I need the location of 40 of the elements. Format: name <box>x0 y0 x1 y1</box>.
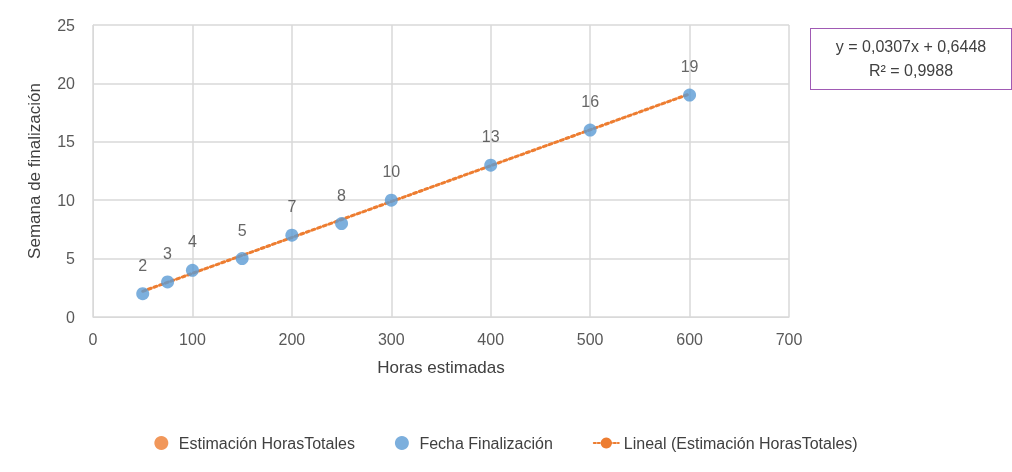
data-label: 3 <box>163 244 173 262</box>
data-label: 8 <box>337 186 347 204</box>
y-tick-label: 20 <box>57 74 76 92</box>
x-tick-label: 400 <box>477 330 505 348</box>
point <box>335 217 349 231</box>
y-tick-label: 15 <box>57 133 76 151</box>
point <box>484 158 498 172</box>
text-box: y = 0,0307x + 0,6448 R² = 0,9988 <box>810 28 1012 90</box>
x-tick-label: 300 <box>377 330 405 348</box>
point <box>583 123 597 137</box>
x-axis-title: Horas estimadas <box>377 358 505 377</box>
y-tick-label: 10 <box>57 191 76 209</box>
y-tick-label: 25 <box>57 16 76 34</box>
point <box>683 88 697 102</box>
data-label: 2 <box>138 256 148 274</box>
data-label: 4 <box>187 233 197 251</box>
data-label: 19 <box>680 58 699 76</box>
point <box>136 287 150 301</box>
x-tick-label: 100 <box>179 330 206 348</box>
data-label: 10 <box>382 163 401 181</box>
legend-label: Fecha Finalización <box>419 434 553 452</box>
y-tick-label: 0 <box>66 308 76 326</box>
x-tick-label: 600 <box>676 330 704 348</box>
x-tick-label: 700 <box>775 330 803 348</box>
data-label: 13 <box>481 128 500 146</box>
point <box>185 263 199 277</box>
data-label: 16 <box>581 93 600 111</box>
x-tick-label: 0 <box>88 330 98 348</box>
data-label: 5 <box>237 221 247 239</box>
data-label: 7 <box>287 198 297 216</box>
point <box>285 228 299 242</box>
y-axis-title: Semana de finalización <box>25 83 44 259</box>
point <box>235 252 249 266</box>
legend-label: Estimación HorasTotales <box>178 434 355 452</box>
point <box>161 275 175 289</box>
legend-label: Lineal (Estimación HorasTotales) <box>623 434 858 452</box>
x-tick-label: 200 <box>278 330 306 348</box>
point <box>384 193 398 207</box>
y-tick-label: 5 <box>66 250 76 268</box>
x-tick-label: 500 <box>576 330 604 348</box>
